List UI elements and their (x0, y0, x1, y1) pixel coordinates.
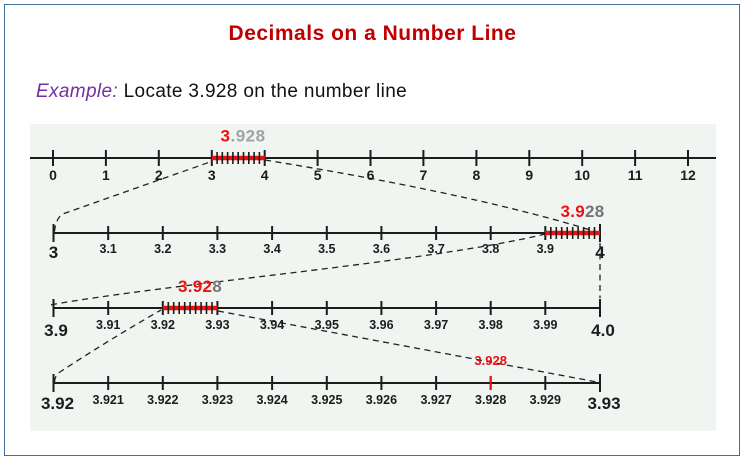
svg-text:10: 10 (574, 167, 590, 183)
svg-text:3.928: 3.928 (221, 127, 266, 146)
svg-text:3.97: 3.97 (424, 318, 448, 332)
svg-text:3.98: 3.98 (479, 318, 503, 332)
svg-text:3.92: 3.92 (41, 394, 74, 413)
svg-text:3.2: 3.2 (154, 242, 171, 256)
svg-text:3.4: 3.4 (263, 242, 280, 256)
svg-text:3.92: 3.92 (151, 318, 175, 332)
svg-text:3.3: 3.3 (209, 242, 226, 256)
svg-text:2: 2 (155, 167, 163, 183)
svg-text:4: 4 (261, 167, 269, 183)
svg-text:3.99: 3.99 (533, 318, 557, 332)
svg-text:3.1: 3.1 (100, 242, 117, 256)
svg-text:3.928: 3.928 (474, 353, 507, 368)
svg-text:0: 0 (49, 167, 57, 183)
svg-text:3: 3 (208, 167, 216, 183)
svg-text:3: 3 (49, 243, 58, 262)
svg-text:6: 6 (367, 167, 375, 183)
svg-text:3.928: 3.928 (475, 393, 506, 407)
svg-text:1: 1 (102, 167, 110, 183)
svg-text:3.9: 3.9 (537, 242, 554, 256)
svg-text:3.94: 3.94 (260, 318, 284, 332)
svg-text:3.5: 3.5 (318, 242, 335, 256)
svg-text:3.93: 3.93 (587, 394, 620, 413)
svg-text:3.7: 3.7 (427, 242, 444, 256)
svg-text:3.923: 3.923 (202, 393, 233, 407)
svg-text:3.922: 3.922 (147, 393, 178, 407)
svg-text:3.928: 3.928 (178, 277, 222, 296)
svg-text:3.921: 3.921 (93, 393, 124, 407)
svg-text:11: 11 (628, 167, 643, 183)
svg-text:9: 9 (525, 167, 533, 183)
svg-text:3.6: 3.6 (373, 242, 390, 256)
svg-text:3.926: 3.926 (366, 393, 397, 407)
svg-text:3.93: 3.93 (205, 318, 229, 332)
svg-text:3.9: 3.9 (44, 321, 68, 340)
svg-text:12: 12 (680, 167, 696, 183)
svg-text:3.91: 3.91 (96, 318, 120, 332)
svg-text:4: 4 (595, 243, 605, 262)
svg-text:7: 7 (420, 167, 428, 183)
svg-text:3.925: 3.925 (311, 393, 342, 407)
svg-text:3.8: 3.8 (482, 242, 499, 256)
svg-text:3.928: 3.928 (561, 202, 605, 221)
svg-text:3.927: 3.927 (420, 393, 451, 407)
svg-text:3.95: 3.95 (315, 318, 339, 332)
svg-text:3.929: 3.929 (530, 393, 561, 407)
svg-text:3.96: 3.96 (369, 318, 393, 332)
svg-text:3.924: 3.924 (256, 393, 287, 407)
svg-text:4.0: 4.0 (591, 321, 615, 340)
svg-text:5: 5 (314, 167, 322, 183)
svg-text:8: 8 (473, 167, 481, 183)
